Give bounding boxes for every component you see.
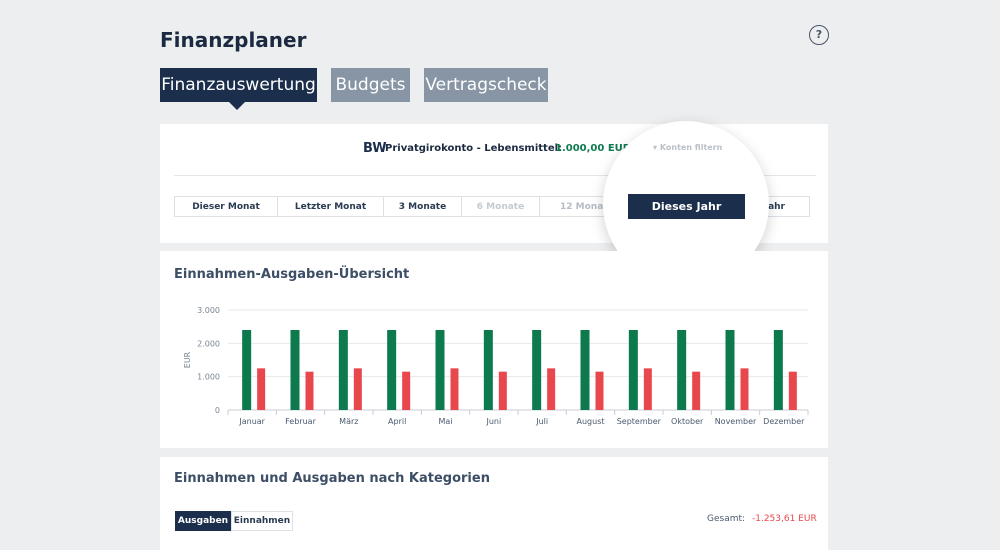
period-button[interactable]: 6 Monate bbox=[461, 196, 540, 217]
bar bbox=[290, 330, 300, 410]
tab[interactable]: Budgets bbox=[331, 68, 410, 102]
x-tick-label: Juni bbox=[485, 417, 501, 426]
categories-card bbox=[160, 457, 828, 550]
bar bbox=[305, 371, 314, 410]
toggle-active[interactable]: Ausgaben bbox=[175, 511, 231, 531]
total-value: -1.253,61 EUR bbox=[752, 514, 817, 524]
bar bbox=[450, 368, 459, 410]
total-label: Gesamt: bbox=[707, 514, 746, 524]
x-tick-label: August bbox=[577, 417, 605, 426]
bar bbox=[677, 330, 687, 410]
tab[interactable]: Finanzauswertung bbox=[160, 68, 317, 102]
y-axis-label: EUR bbox=[183, 351, 192, 368]
bar bbox=[628, 330, 638, 410]
divider bbox=[174, 175, 816, 176]
x-tick-label: April bbox=[388, 417, 406, 426]
bar bbox=[725, 330, 735, 410]
page-title: Finanzplaner bbox=[160, 28, 307, 52]
bar bbox=[242, 330, 252, 410]
x-tick-label: Mai bbox=[438, 417, 452, 426]
bar bbox=[692, 371, 701, 410]
chart-title: Einnahmen-Ausgaben-Übersicht bbox=[174, 266, 409, 282]
bar bbox=[580, 330, 590, 410]
x-tick-label: Februar bbox=[285, 417, 316, 426]
filter-link[interactable]: ▾ Konten filtern bbox=[653, 143, 723, 152]
help-button[interactable]: ? bbox=[809, 25, 829, 45]
bar bbox=[595, 371, 604, 410]
toggle[interactable]: Einnahmen bbox=[231, 511, 293, 531]
bar bbox=[257, 368, 266, 410]
x-tick-label: September bbox=[617, 417, 662, 426]
chart-card bbox=[160, 251, 828, 448]
bar bbox=[788, 371, 797, 410]
bar bbox=[773, 330, 783, 410]
x-tick-label: März bbox=[339, 417, 358, 426]
period-button-active[interactable]: Dieses Jahr bbox=[628, 194, 745, 219]
bar bbox=[338, 330, 348, 410]
y-tick-label: 2.000 bbox=[197, 339, 220, 348]
y-tick-label: 3.000 bbox=[197, 306, 220, 315]
bar bbox=[402, 371, 411, 410]
bar bbox=[483, 330, 493, 410]
x-tick-label: Januar bbox=[238, 417, 265, 426]
section-title: Einnahmen und Ausgaben nach Kategorien bbox=[174, 471, 490, 486]
bar bbox=[435, 330, 445, 410]
tab[interactable]: Vertragscheck bbox=[424, 68, 548, 102]
bar bbox=[532, 330, 542, 410]
y-tick-label: 0 bbox=[215, 406, 220, 415]
filter-label[interactable]: Konten filtern bbox=[659, 143, 723, 152]
account-balance: 1.000,00 EUR bbox=[555, 143, 631, 154]
bar bbox=[740, 368, 749, 410]
bar bbox=[353, 368, 362, 410]
bank-logo: BW bbox=[363, 141, 387, 156]
bar bbox=[547, 368, 556, 410]
tab-pointer bbox=[229, 102, 245, 110]
account-name: Privatgirokonto - Lebensmittel: bbox=[385, 143, 563, 154]
y-tick-label: 1.000 bbox=[197, 373, 220, 382]
bar bbox=[643, 368, 652, 410]
x-tick-label: Juli bbox=[535, 417, 548, 426]
bar bbox=[498, 371, 507, 410]
x-tick-label: Dezember bbox=[763, 417, 805, 426]
bar bbox=[387, 330, 397, 410]
x-tick-label: November bbox=[715, 417, 757, 426]
x-tick-label: Oktober bbox=[671, 417, 704, 426]
